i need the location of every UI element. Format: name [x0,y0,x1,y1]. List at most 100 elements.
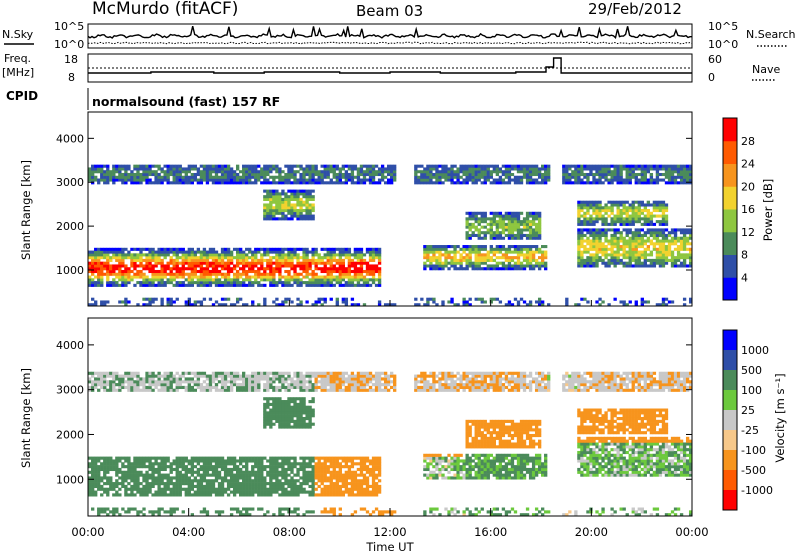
heatmap-cell [109,371,113,375]
heatmap-cell [362,278,367,282]
heatmap-cell [257,267,261,271]
heatmap-cell [374,283,379,287]
heatmap-cell [166,281,170,285]
heatmap-cell [568,181,572,185]
heatmap-cell [239,275,243,279]
heatmap-cell [190,172,194,177]
heatmap-cell [139,459,143,463]
heatmap-cell [643,167,647,171]
heatmap-cell [670,236,675,240]
heatmap-cell [522,225,527,229]
heatmap-cell [175,385,179,390]
heatmap-cell [595,233,599,238]
heatmap-cell [193,269,198,274]
heatmap-cell [516,167,521,171]
heatmap-cell [229,470,234,474]
heatmap-cell [175,261,179,265]
heatmap-cell [124,297,128,301]
heatmap-cell [91,250,95,254]
heatmap-cell [263,209,267,213]
heatmap-cell [160,264,164,268]
heatmap-cell [610,242,614,246]
heatmap-cell [613,261,617,265]
heatmap-cell [335,303,339,307]
heatmap-cell [239,467,243,472]
heatmap-cell [296,253,300,257]
heatmap-cell [429,256,433,260]
heatmap-cell [226,374,231,378]
heatmap-cell [465,247,469,251]
heatmap-cell [625,220,629,224]
heatmap-cell [284,258,288,262]
heatmap-cell [492,258,496,262]
heatmap-cell [528,300,533,304]
heatmap-cell [145,275,149,279]
heatmap-cell [196,493,201,497]
heatmap-cell [266,278,270,282]
heatmap-cell [610,172,614,177]
heatmap-cell [97,267,101,271]
heatmap-cell [504,175,509,179]
heatmap-cell [154,170,158,174]
heatmap-cell [139,272,143,276]
heatmap-cell [296,261,300,265]
heatmap-cell [483,231,487,235]
heatmap-cell [613,258,617,262]
heatmap-cell [133,383,137,387]
heatmap-cell [187,380,191,384]
heatmap-cell [190,484,194,489]
heatmap-cell [341,269,345,274]
heatmap-cell [257,283,261,287]
heatmap-cell [525,175,530,179]
heatmap-cell [187,371,191,375]
heatmap-cell [257,380,261,384]
heatmap-cell [166,459,170,463]
heatmap-cell [453,258,457,262]
heatmap-cell [124,247,128,251]
heatmap-cell [541,175,545,179]
heatmap-cell [205,479,210,483]
heatmap-cell [649,167,654,171]
heatmap-cell [214,490,219,494]
heatmap-cell [380,164,385,168]
heatmap-cell [100,479,104,483]
heatmap-cell [519,164,524,168]
heatmap-cell [296,203,300,207]
heatmap-cell [193,479,198,483]
heatmap-cell [160,456,164,460]
heatmap-cell [299,272,303,276]
heatmap-cell [269,278,273,282]
heatmap-cell [214,278,219,282]
heatmap-cell [166,272,170,276]
heatmap-cell [534,228,539,232]
heatmap-cell [232,380,237,384]
heatmap-cell [263,397,267,401]
heatmap-cell [226,297,231,301]
heatmap-cell [154,374,158,378]
heatmap-cell [97,250,101,254]
heatmap-cell [492,250,496,254]
heatmap-cell [284,203,288,207]
heatmap-cell [199,172,204,177]
heatmap-cell [516,217,521,221]
heatmap-cell [91,459,95,463]
heatmap-cell [136,482,140,486]
heatmap-cell [667,231,672,235]
heatmap-cell [88,281,92,285]
heatmap-cell [217,374,222,378]
heatmap-cell [537,220,542,224]
heatmap-cell [667,175,672,179]
heatmap-cell [643,206,647,210]
heatmap-cell [513,245,518,249]
heatmap-cell [121,278,125,282]
heatmap-cell [580,242,584,246]
heatmap-cell [217,256,222,260]
heatmap-cell [365,172,370,177]
heatmap-cell [127,253,131,257]
heatmap-cell [655,167,660,171]
heatmap-cell [480,253,484,257]
heatmap-cell [248,490,252,494]
heatmap-cell [214,462,219,466]
heatmap-cell [269,419,273,423]
